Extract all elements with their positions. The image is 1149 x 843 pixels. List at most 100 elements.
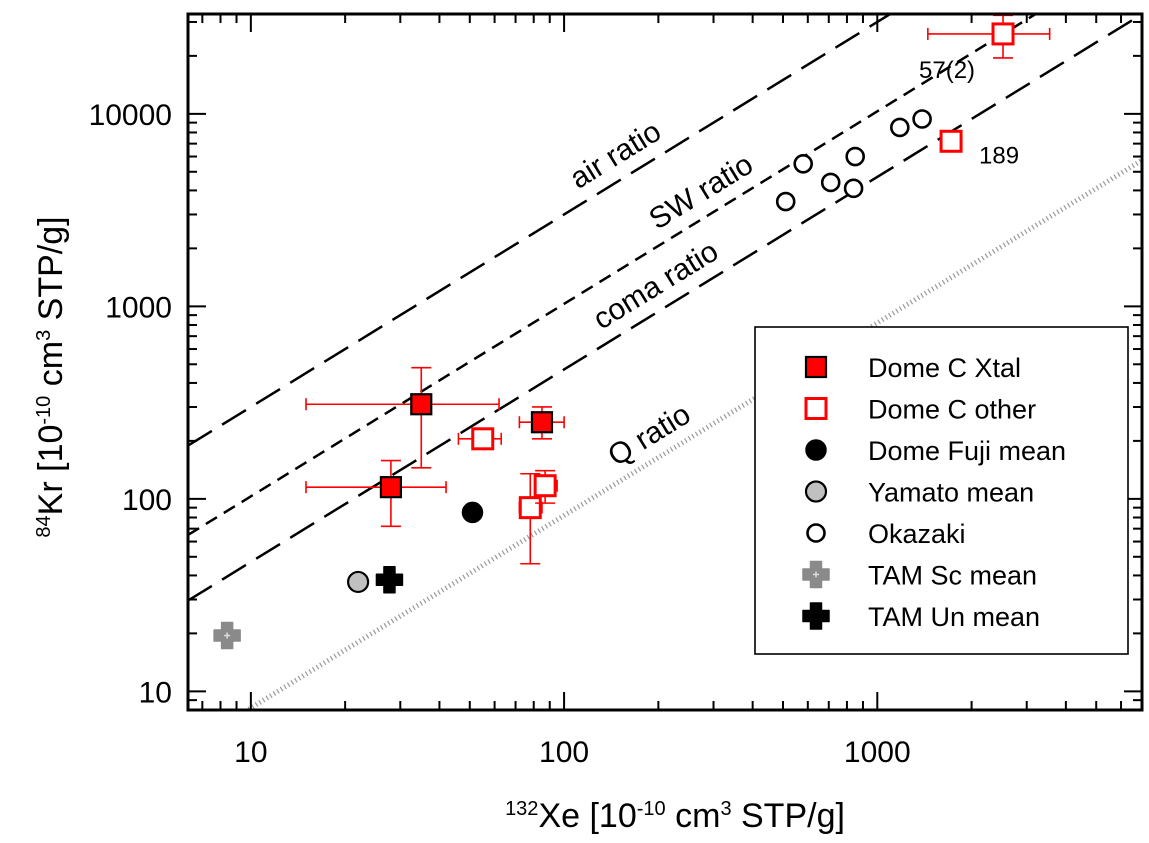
y-tick-label: 100 — [122, 484, 172, 517]
legend-entry-yamato-mean: Yamato mean — [804, 478, 1034, 508]
annotation-label: 189 — [979, 142, 1019, 169]
data-point — [890, 117, 910, 138]
title-text: cm — [32, 341, 70, 396]
axis-ticks: 10 100 1000 10 100 1000 10000 — [89, 14, 1143, 769]
title-text: STP/g] — [732, 797, 845, 835]
data-point — [347, 570, 370, 594]
reference-line-q-ratio — [242, 158, 1142, 710]
legend: Dome C Xtal Dome C other Dome Fuji mean Yam… — [754, 326, 1129, 655]
data-point — [213, 621, 241, 650]
marker-square-filled — [379, 476, 403, 499]
y-tick-label: 10000 — [89, 99, 172, 132]
series-dome-c-xtal — [305, 366, 565, 528]
marker-circle-open — [912, 109, 932, 129]
annotation-label: 57(2) — [919, 57, 975, 84]
series-okazaki — [775, 109, 932, 212]
reference-line-coma-ratio — [188, 14, 1142, 602]
legend-entry-okazaki: Okazaki — [806, 519, 966, 549]
superscript: 84 — [33, 515, 55, 537]
superscript: 3 — [33, 330, 55, 341]
legend-entry-tam-sc-mean: TAM Sc mean — [802, 561, 1037, 591]
title-text: Kr [10 — [32, 425, 70, 516]
marker-circle-open — [845, 146, 865, 167]
marker-square-filled — [530, 411, 554, 434]
data-point — [775, 191, 796, 212]
data-point — [927, 14, 1051, 59]
legend-box — [754, 326, 1129, 655]
reference-line-sw-ratio — [188, 14, 1039, 537]
series-yamato-mean — [347, 570, 370, 594]
marker-circle-filled — [805, 439, 827, 461]
marker-square-filled — [804, 355, 828, 379]
marker-circle-open — [793, 154, 813, 174]
marker-square-open — [939, 129, 963, 153]
y-axis-title: 84Kr [10-10 cm3 STP/g] — [32, 216, 70, 537]
marker-circle-gray — [347, 570, 370, 594]
legend-label: Dome Fuji mean — [868, 436, 1066, 466]
marker-square-open — [991, 22, 1015, 46]
data-point — [912, 109, 932, 129]
legend-entry-dome-fuji-mean: Dome Fuji mean — [805, 436, 1066, 466]
plot-frame — [186, 12, 1144, 712]
legend-label: Okazaki — [868, 519, 966, 549]
marker-cross — [375, 565, 404, 594]
marker-circle-open — [843, 178, 864, 199]
marker-circle-open — [820, 172, 841, 193]
legend-label: Yamato mean — [868, 478, 1034, 508]
plot-border — [186, 12, 1144, 712]
data-point — [461, 501, 484, 524]
legend-entry-dome-c-other: Dome C other — [804, 395, 1036, 425]
marker-square-filled — [410, 393, 433, 416]
data-point — [375, 565, 404, 594]
reference-lines — [188, 14, 1142, 710]
superscript: -10 — [33, 396, 55, 425]
marker-square-open — [804, 397, 828, 420]
legend-label: Dome C Xtal — [868, 353, 1021, 383]
data-point — [793, 154, 813, 174]
x-tick-label: 1000 — [844, 736, 911, 769]
marker-circle-open — [806, 523, 826, 543]
legend-label: TAM Sc mean — [868, 561, 1037, 591]
marker-circle-filled — [461, 501, 484, 524]
data-point — [845, 146, 865, 167]
y-tick-label: 1000 — [105, 291, 172, 324]
title-text: STP/g] — [32, 216, 70, 329]
legend-label: Dome C other — [868, 395, 1036, 425]
data-point — [820, 172, 841, 193]
data-point — [843, 178, 864, 199]
superscript: 3 — [720, 798, 731, 820]
x-tick-label: 10 — [234, 736, 267, 769]
data-points — [213, 14, 1051, 650]
legend-entry-dome-c-xtal: Dome C Xtal — [804, 353, 1021, 383]
legend-entry-tam-un-mean: TAM Un mean — [802, 602, 1040, 632]
marker-circle-gray — [804, 480, 828, 503]
marker-cross — [802, 602, 830, 630]
marker-square-open — [533, 474, 557, 498]
marker-circle-open — [775, 191, 796, 212]
x-axis-title: 132Xe [10-10 cm3 STP/g] — [505, 797, 845, 835]
marker-square-open — [518, 496, 542, 520]
reference-line-air-ratio — [188, 14, 893, 447]
superscript: 132 — [505, 798, 538, 820]
marker-square-open — [471, 427, 495, 451]
data-point — [305, 459, 447, 528]
series-dome-c-other — [457, 14, 1051, 565]
marker-circle-open — [890, 117, 910, 138]
data-point — [518, 406, 565, 440]
title-text: cm — [666, 797, 721, 835]
reference-line-label-coma-ratio: coma ratio — [588, 235, 725, 336]
series-tam-sc-mean — [213, 621, 241, 650]
series-tam-un-mean — [375, 565, 404, 594]
title-text: Xe [10 — [538, 797, 636, 835]
data-point — [305, 366, 500, 469]
data-point — [533, 469, 558, 504]
annotations: 57(2) 189 — [919, 57, 1019, 169]
data-point — [939, 129, 963, 153]
series-dome-fuji-mean — [461, 501, 484, 524]
x-tick-label: 100 — [539, 736, 589, 769]
legend-label: TAM Un mean — [868, 602, 1040, 632]
y-tick-label: 10 — [139, 676, 172, 709]
superscript: -10 — [637, 798, 666, 820]
